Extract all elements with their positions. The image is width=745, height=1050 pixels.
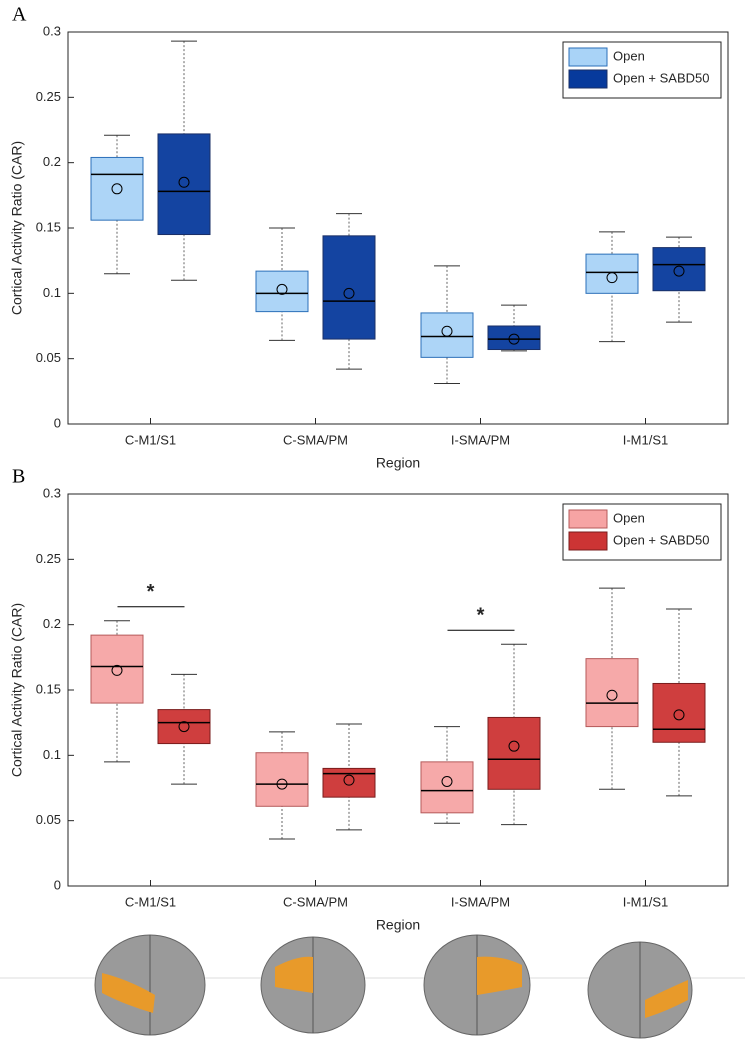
mean-marker <box>276 283 288 295</box>
mean-marker <box>441 325 453 337</box>
mean-marker <box>178 176 190 188</box>
box <box>652 247 706 292</box>
x-axis-label: Region <box>376 455 420 471</box>
box <box>487 325 541 351</box>
box <box>585 253 639 294</box>
box <box>90 634 144 704</box>
box-group <box>322 213 376 370</box>
y-axis-label: Cortical Activity Ratio (CAR) <box>9 141 25 315</box>
box-group <box>322 723 376 831</box>
box-group <box>585 231 639 343</box>
box-group <box>652 608 706 797</box>
panel-letter: A <box>12 4 27 26</box>
box-group <box>157 40 211 281</box>
mean-marker <box>343 774 355 786</box>
y-tick-label: 0.05 <box>36 350 61 365</box>
y-tick-label: 0.2 <box>43 154 61 169</box>
mean-marker <box>111 183 123 195</box>
box-group <box>255 227 309 341</box>
box-group <box>420 726 474 824</box>
panel-letter: B <box>12 466 25 488</box>
significance-label: * <box>477 605 485 627</box>
box <box>322 767 376 798</box>
mean-marker <box>178 721 190 733</box>
box-group <box>420 265 474 384</box>
y-tick-label: 0.15 <box>36 219 61 234</box>
x-tick-label: C-M1/S1 <box>125 432 176 447</box>
box-group <box>255 731 309 840</box>
legend-label: Open + SABD50 <box>613 532 709 547</box>
box <box>487 716 541 790</box>
y-tick-label: 0.1 <box>43 747 61 762</box>
legend-swatch <box>568 509 608 529</box>
brain-4 <box>587 941 693 1039</box>
box <box>255 270 309 313</box>
brain-images <box>0 934 745 1039</box>
box <box>652 682 706 743</box>
brain-2 <box>260 936 366 1034</box>
legend-label: Open <box>613 510 645 525</box>
x-tick-label: C-SMA/PM <box>283 432 348 447</box>
mean-marker <box>276 778 288 790</box>
y-tick-label: 0.15 <box>36 681 61 696</box>
y-tick-label: 0.25 <box>36 89 61 104</box>
mean-marker <box>673 709 685 721</box>
box-group <box>90 134 144 275</box>
mean-marker <box>343 287 355 299</box>
significance-label: * <box>147 581 155 603</box>
box <box>420 761 474 814</box>
box <box>420 312 474 358</box>
x-tick-label: C-SMA/PM <box>283 894 348 909</box>
x-tick-label: I-SMA/PM <box>451 894 510 909</box>
y-axis-label: Cortical Activity Ratio (CAR) <box>9 603 25 777</box>
mean-marker <box>508 740 520 752</box>
box <box>585 658 639 728</box>
legend-swatch <box>568 69 608 89</box>
box-group <box>585 587 639 790</box>
box-group <box>487 304 541 352</box>
x-tick-label: C-M1/S1 <box>125 894 176 909</box>
mean-marker <box>441 775 453 787</box>
y-tick-label: 0.3 <box>43 485 61 500</box>
legend-label: Open <box>613 48 645 63</box>
mean-marker <box>606 272 618 284</box>
y-tick-label: 0 <box>54 415 61 430</box>
y-tick-label: 0.3 <box>43 23 61 38</box>
x-tick-label: I-M1/S1 <box>623 894 669 909</box>
y-tick-label: 0.1 <box>43 285 61 300</box>
box <box>157 709 211 745</box>
y-tick-label: 0.2 <box>43 616 61 631</box>
box-group <box>487 643 541 826</box>
box <box>90 156 144 221</box>
box-group <box>157 673 211 785</box>
mean-marker <box>111 664 123 676</box>
mean-marker <box>606 689 618 701</box>
brain-3 <box>423 934 531 1036</box>
x-tick-label: I-SMA/PM <box>451 432 510 447</box>
legend-swatch <box>568 47 608 67</box>
box <box>157 133 211 236</box>
legend-label: Open + SABD50 <box>613 70 709 85</box>
box-group <box>652 236 706 323</box>
x-axis-label: Region <box>376 917 420 933</box>
box <box>322 235 376 340</box>
box-group <box>90 620 144 763</box>
y-tick-label: 0.25 <box>36 551 61 566</box>
mean-marker <box>673 265 685 277</box>
brain-1 <box>94 934 206 1036</box>
y-tick-label: 0.05 <box>36 812 61 827</box>
x-tick-label: I-M1/S1 <box>623 432 669 447</box>
y-tick-label: 0 <box>54 877 61 892</box>
legend-swatch <box>568 531 608 551</box>
mean-marker <box>508 333 520 345</box>
